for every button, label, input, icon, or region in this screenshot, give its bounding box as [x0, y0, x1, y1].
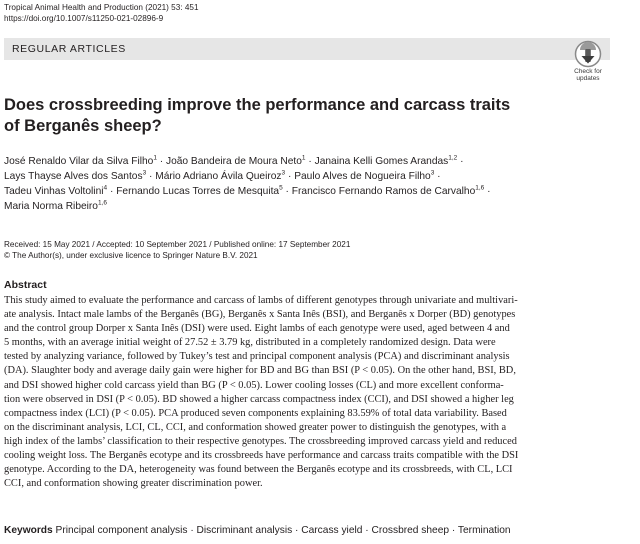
abstract-line: CCI, and conformation showing greater di…	[4, 478, 263, 490]
author-name[interactable]: José Renaldo Vilar da Silva Filho	[4, 156, 154, 167]
author-affiliation: 4	[103, 184, 108, 192]
author-name[interactable]: Maria Norma Ribeiro	[4, 201, 98, 212]
keywords-label: Keywords	[4, 525, 53, 536]
crossmark-label-line1: Check for	[574, 68, 602, 75]
author-name[interactable]: Francisco Fernando Ramos de Carvalho	[291, 186, 476, 197]
author-separator: ·	[146, 171, 156, 182]
abstract-line: tested by analyzing variance, followed b…	[4, 351, 510, 363]
crossmark-label-line2: updates	[576, 75, 600, 82]
section-label: REGULAR ARTICLES	[12, 43, 126, 55]
author-separator: ·	[282, 186, 292, 197]
author-name[interactable]: Paulo Alves de Nogueira Filho	[294, 171, 431, 182]
author-affiliation: 3	[281, 169, 286, 177]
author-line: Tadeu Vinhas Voltolini4 · Fernando Lucas…	[4, 184, 604, 199]
author-line: Lays Thayse Alves dos Santos3 · Mário Ad…	[4, 169, 604, 184]
check-for-updates-badge[interactable]: Check for updates	[567, 40, 609, 82]
abstract-line: and DSI showed higher cold carcass yield…	[4, 379, 504, 391]
author-line: José Renaldo Vilar da Silva Filho1 · Joã…	[4, 154, 604, 169]
author-name[interactable]: Lays Thayse Alves dos Santos	[4, 171, 143, 182]
article-title: Does crossbreeding improve the performan…	[4, 95, 564, 137]
author-line: Maria Norma Ribeiro1,6	[4, 199, 604, 214]
article-title-line2: of Berganês sheep?	[4, 117, 162, 135]
abstract-line: (DA). Slaughter body and average daily g…	[4, 365, 516, 377]
abstract-line: cooling weight loss. The Berganês ecotyp…	[4, 450, 519, 462]
author-separator: ·	[484, 186, 491, 197]
article-title-line1: Does crossbreeding improve the performan…	[4, 96, 511, 114]
author-list: José Renaldo Vilar da Silva Filho1 · Joã…	[4, 154, 604, 214]
author-separator: ·	[457, 156, 464, 167]
abstract-text: This study aimed to evaluate the perform…	[4, 294, 614, 491]
abstract-line: ate analysis. Intact male lambs of the B…	[4, 309, 516, 321]
abstract-line: This study aimed to evaluate the perform…	[4, 295, 518, 306]
author-name[interactable]: Fernando Lucas Torres de Mesquita	[116, 186, 280, 197]
section-banner: REGULAR ARTICLES	[4, 38, 610, 60]
author-affiliation: 1	[301, 154, 306, 162]
author-affiliation: 1,2	[448, 154, 458, 162]
author-affiliation: 3	[430, 169, 435, 177]
abstract-line: 5 months, with an average initial weight…	[4, 337, 496, 349]
dates-line: Received: 15 May 2021 / Accepted: 10 Sep…	[4, 240, 351, 249]
abstract-line: and the control group Dorper x Santa Inê…	[4, 323, 510, 335]
author-name[interactable]: João Bandeira de Moura Neto	[166, 156, 302, 167]
author-affiliation: 1	[153, 154, 157, 162]
copyright-line: © The Author(s), under exclusive licence…	[4, 251, 258, 260]
author-affiliation: 1,6	[475, 184, 485, 192]
abstract-line: tion were observed in DSI (P < 0.05). BD…	[4, 393, 514, 405]
author-separator: ·	[434, 171, 441, 182]
author-name[interactable]: Tadeu Vinhas Voltolini	[4, 186, 104, 197]
journal-reference: Tropical Animal Health and Production (2…	[4, 3, 199, 12]
abstract-line: high index of the lambs’ classification …	[4, 435, 517, 447]
author-affiliation: 3	[142, 169, 147, 177]
author-separator: ·	[285, 171, 295, 182]
author-separator: ·	[156, 156, 166, 167]
abstract-line: on the discriminant analysis, LCI, CL, C…	[4, 421, 507, 433]
author-separator: ·	[305, 156, 315, 167]
abstract-line: genotype. According to the DA, heterogen…	[4, 464, 513, 476]
author-affiliation: 5	[279, 184, 283, 192]
keywords-list: Principal component analysis · Discrimin…	[55, 525, 511, 536]
doi-link[interactable]: https://doi.org/10.1007/s11250-021-02896…	[4, 14, 164, 23]
abstract-line: compactness index (LCI) (P < 0.05). PCA …	[4, 407, 507, 419]
abstract-heading: Abstract	[4, 279, 47, 291]
author-name[interactable]: Mário Adriano Ávila Queiroz	[155, 171, 282, 182]
author-name[interactable]: Janaina Kelli Gomes Arandas	[314, 156, 449, 167]
publication-dates: Received: 15 May 2021 / Accepted: 10 Sep…	[4, 239, 604, 261]
author-affiliation: 1,6	[97, 199, 108, 207]
keywords: Keywords Principal component analysis · …	[4, 525, 624, 536]
author-separator: ·	[107, 186, 117, 197]
crossmark-icon	[574, 40, 602, 68]
